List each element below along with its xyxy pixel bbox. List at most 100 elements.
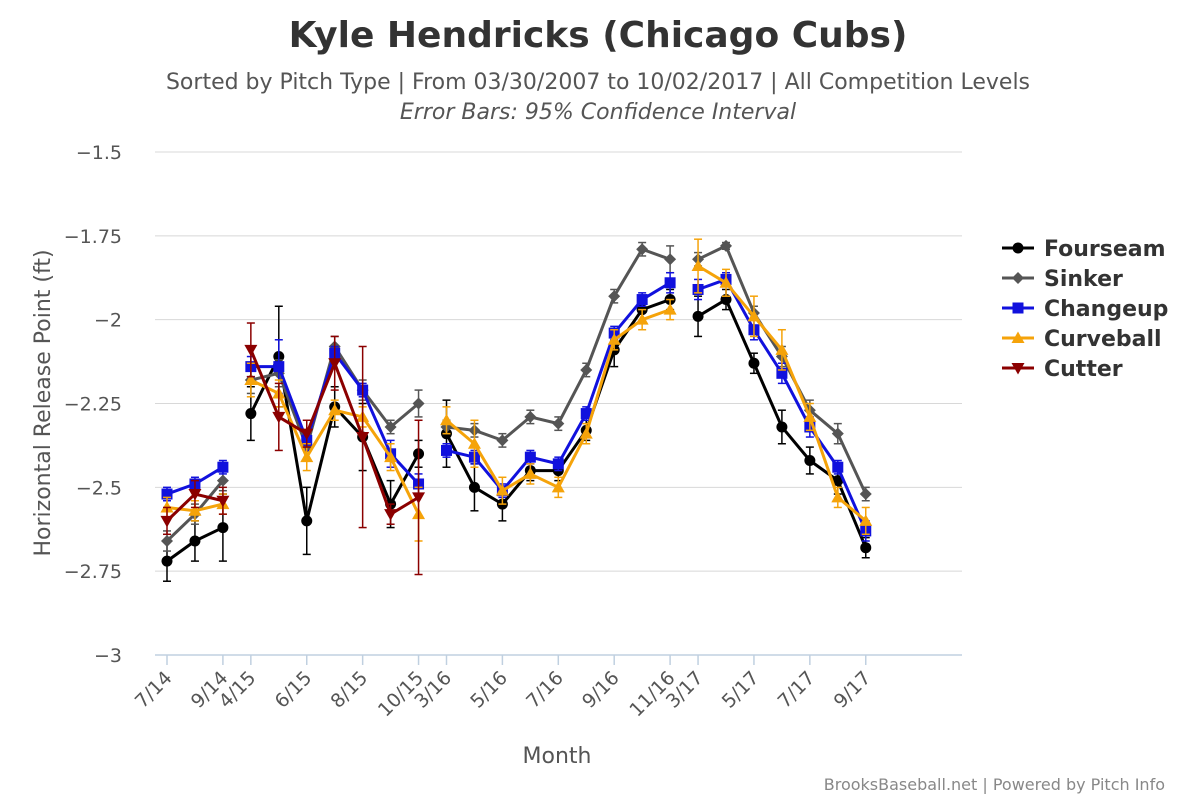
legend-item: Curveball (1002, 327, 1162, 352)
chart-subtitle-confidence: Error Bars: 95% Confidence Interval (400, 100, 796, 125)
data-point (663, 303, 677, 315)
x-tick-label: 5/17 (718, 667, 764, 713)
series-cutter (160, 322, 426, 576)
data-point (804, 455, 816, 467)
y-tick-label: −2.75 (64, 561, 122, 583)
y-tick-label: −2.5 (76, 477, 122, 499)
data-point (412, 492, 426, 504)
data-point (1011, 331, 1025, 343)
data-point (468, 481, 480, 493)
data-point (272, 411, 286, 424)
data-point (664, 253, 677, 266)
data-point (776, 421, 788, 433)
x-tick-label: 7/16 (522, 667, 568, 713)
x-tick-label: 9/17 (830, 667, 876, 713)
data-point (245, 408, 257, 420)
data-point (719, 276, 733, 288)
data-point (160, 500, 174, 513)
x-tick-label: 9/16 (578, 667, 624, 713)
grid (155, 151, 962, 656)
x-tick-label: 5/16 (466, 667, 512, 713)
data-point (580, 363, 593, 376)
legend-label: Curveball (1044, 327, 1162, 352)
series-line (446, 247, 671, 442)
data-point (636, 243, 649, 256)
data-point (216, 495, 230, 508)
data-point (244, 373, 258, 386)
data-point (747, 309, 761, 322)
legend-label: Changeup (1044, 297, 1168, 322)
data-point (161, 488, 173, 500)
data-point (580, 408, 592, 420)
legend-label: Cutter (1044, 357, 1123, 382)
series-curveball (160, 238, 873, 542)
x-tick-label: 6/15 (271, 667, 317, 713)
x-tick-label: 7/14 (131, 667, 177, 713)
data-point (523, 467, 537, 479)
data-point (860, 542, 872, 554)
x-axis-title: Month (523, 744, 592, 769)
data-point (384, 509, 398, 521)
data-point (552, 458, 564, 470)
data-point (1011, 363, 1025, 375)
data-point (440, 413, 453, 426)
data-point (579, 427, 593, 439)
data-point (832, 461, 844, 473)
data-point (803, 410, 817, 422)
data-point (496, 434, 509, 447)
x-tick-label: 8/15 (326, 667, 372, 713)
data-point (859, 514, 873, 526)
legend-item: Fourseam (1002, 237, 1166, 262)
data-point (831, 490, 845, 503)
data-point (691, 259, 705, 272)
data-point (244, 344, 258, 357)
data-point (831, 427, 844, 440)
data-point (328, 403, 342, 416)
data-point (859, 488, 872, 501)
data-point (495, 484, 509, 496)
data-point (635, 313, 649, 325)
data-point (748, 357, 760, 369)
data-point (301, 515, 313, 527)
data-point (160, 515, 174, 528)
data-point (217, 461, 229, 473)
y-tick-label: −1.5 (76, 142, 122, 164)
series-changeup (161, 271, 872, 542)
data-point (161, 555, 173, 567)
data-point (161, 534, 173, 547)
data-point (216, 474, 229, 487)
data-point (636, 294, 648, 306)
data-point (1012, 302, 1024, 314)
data-point (551, 480, 565, 493)
data-point (832, 475, 844, 487)
x-tick-label: 7/17 (774, 667, 820, 713)
data-point (775, 343, 789, 355)
chart-title: Kyle Hendricks (Chicago Cubs) (289, 15, 908, 56)
legend-item: Changeup (1002, 297, 1168, 322)
data-point (384, 450, 398, 463)
legend-item: Cutter (1002, 357, 1123, 382)
series-fourseam (161, 288, 872, 582)
y-tick-label: −1.75 (64, 226, 122, 248)
y-axis-ticks: −1.5 −1.75 −2 −2.25 −2.5 −2.75 −3 (64, 142, 122, 667)
data-point (300, 450, 314, 463)
data-point (328, 358, 342, 370)
data-point (664, 277, 676, 289)
data-point (1012, 272, 1024, 284)
x-axis: 7/14 9/144/15 6/15 8/15 10/153/16 5/16 7/16 9/1… (131, 654, 962, 721)
data-point (217, 522, 229, 534)
data-point (524, 451, 536, 463)
data-point (300, 428, 314, 441)
data-point (607, 333, 621, 345)
data-point (720, 239, 732, 252)
y-tick-label: −2 (94, 310, 122, 332)
data-point (608, 290, 621, 303)
data-point (1012, 242, 1024, 254)
data-point (692, 310, 704, 322)
data-point (412, 397, 425, 410)
data-point (441, 444, 452, 456)
y-axis-title: Horizontal Release Point (ft) (31, 249, 56, 556)
data-point (356, 432, 370, 444)
series-line (697, 277, 868, 532)
